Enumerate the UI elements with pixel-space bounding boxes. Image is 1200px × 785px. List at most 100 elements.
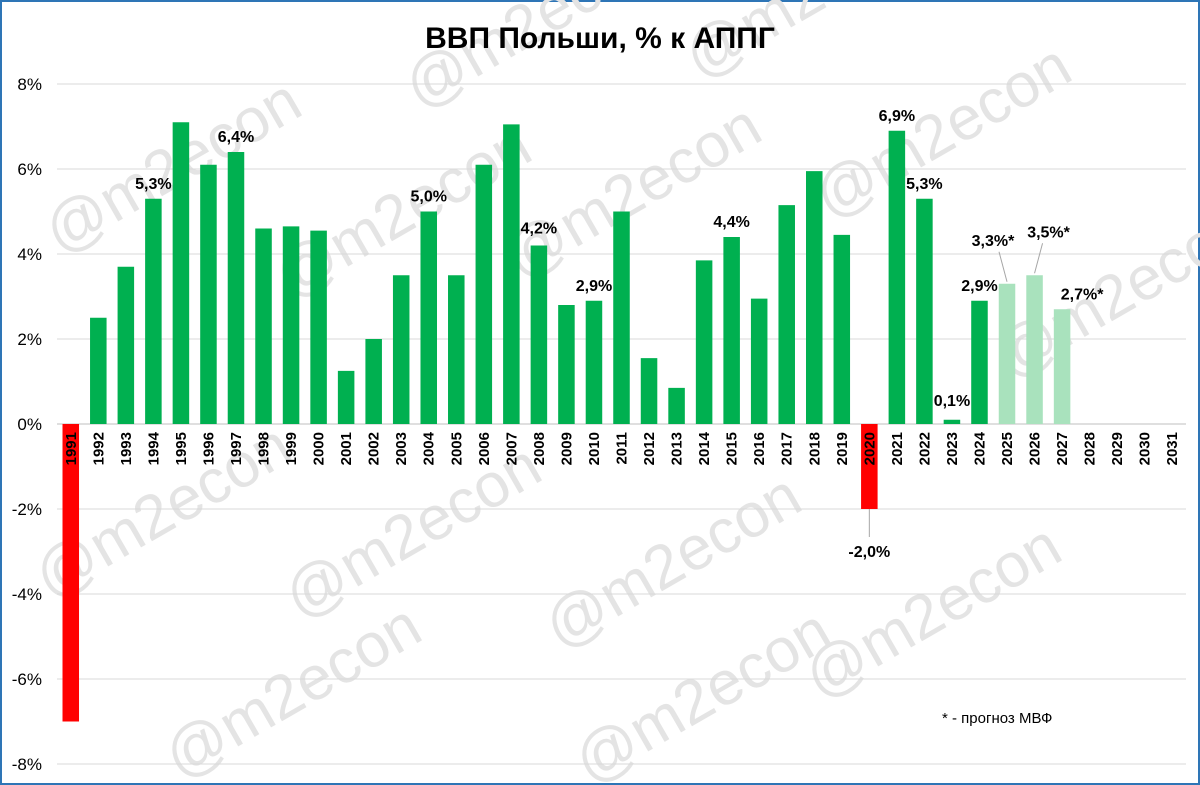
x-tick-2017: 2017	[779, 432, 796, 465]
bar-2011	[613, 211, 630, 424]
bar-2025	[998, 283, 1016, 424]
x-tick-1998: 1998	[256, 432, 273, 465]
bars	[62, 122, 1071, 722]
x-tick-2013: 2013	[669, 432, 686, 465]
bar-2004	[420, 211, 438, 424]
bar-2017	[778, 205, 795, 424]
bar-2022	[916, 198, 933, 424]
bar-2006	[475, 164, 493, 424]
data-label-2022: 5,3%	[906, 176, 942, 193]
x-tick-2022: 2022	[916, 432, 933, 465]
x-tick-2024: 2024	[971, 431, 988, 465]
bar-1991	[62, 424, 80, 722]
x-tick-1993: 1993	[118, 432, 135, 465]
chart-title: ВВП Польши, % к АППГ	[425, 22, 775, 55]
x-tick-2023: 2023	[944, 432, 961, 465]
leader-line-2026	[1034, 243, 1044, 274]
x-tick-2028: 2028	[1082, 432, 1099, 465]
bar-2019	[833, 234, 851, 424]
data-label-2025: 3,3%*	[972, 233, 1015, 250]
x-tick-2004: 2004	[421, 431, 438, 465]
bar-1992	[90, 317, 107, 424]
data-label-2008: 4,2%	[521, 221, 557, 238]
data-label-2015: 4,4%	[713, 214, 749, 231]
y-tick-label: 8%	[17, 75, 42, 94]
bar-2008	[530, 245, 548, 424]
bar-2027	[1053, 309, 1071, 424]
x-tick-2010: 2010	[586, 432, 603, 465]
data-label-1997: 6,4%	[218, 129, 254, 146]
bar-2016	[750, 298, 768, 424]
x-tick-2025: 2025	[999, 432, 1016, 465]
bar-2020	[861, 424, 878, 509]
y-tick-label: -8%	[12, 755, 42, 774]
x-tick-2014: 2014	[696, 431, 713, 465]
bar-1996	[200, 164, 217, 424]
x-tick-2011: 2011	[614, 432, 631, 465]
bar-1997	[227, 152, 245, 424]
data-label-2010: 2,9%	[576, 278, 612, 295]
x-tick-2018: 2018	[806, 432, 823, 465]
bar-2003	[392, 275, 410, 424]
x-tick-2026: 2026	[1027, 432, 1044, 465]
x-axis: 1991 1992 1993 1994 1995 1996 1997 1998 1999 2000…	[63, 431, 1181, 465]
x-tick-2003: 2003	[393, 432, 410, 465]
x-tick-2002: 2002	[366, 432, 383, 465]
x-tick-2021: 2021	[889, 432, 906, 465]
x-tick-2027: 2027	[1054, 432, 1071, 465]
leader-line-2025	[998, 251, 1008, 282]
y-tick-label: 2%	[17, 330, 42, 349]
data-label-2021: 6,9%	[879, 108, 915, 125]
bar-2010	[585, 300, 603, 424]
x-tick-2020: 2020	[861, 432, 878, 465]
bar-2005	[448, 275, 465, 424]
data-labels: 5,3% 6,4% 5,0% 4,2% 2,9% 4,4% -2,0% 6,9% 5,3% 0,1…	[135, 108, 1104, 561]
x-tick-2019: 2019	[834, 432, 851, 465]
x-tick-2031: 2031	[1164, 432, 1181, 465]
bar-2015	[723, 237, 740, 424]
y-tick-label: -4%	[12, 585, 42, 604]
x-tick-2007: 2007	[503, 432, 520, 465]
x-tick-1999: 1999	[283, 432, 300, 465]
bar-2013	[668, 387, 685, 424]
watermark-9: @m2econ	[793, 511, 1073, 713]
x-tick-2009: 2009	[558, 432, 575, 465]
bar-2026	[1026, 275, 1043, 424]
data-label-2023: 0,1%	[934, 393, 970, 410]
y-tick-label: 6%	[17, 160, 42, 179]
data-label-2026: 3,5%*	[1027, 224, 1070, 241]
x-tick-2000: 2000	[311, 432, 328, 465]
bar-2009	[558, 305, 575, 424]
y-tick-label: 4%	[17, 245, 42, 264]
x-tick-2008: 2008	[531, 432, 548, 465]
x-tick-2015: 2015	[724, 432, 741, 465]
x-tick-2001: 2001	[338, 432, 355, 465]
bar-2021	[888, 130, 906, 424]
bar-1993	[117, 266, 135, 424]
y-tick-label: -6%	[12, 670, 42, 689]
data-label-2024: 2,9%	[961, 278, 997, 295]
y-axis: 8% 6% 4% 2% 0% -2% -4% -6% -8%	[12, 75, 42, 774]
watermark-1: @m2econ	[393, 0, 673, 122]
y-tick-label: -2%	[12, 500, 42, 519]
x-tick-1997: 1997	[228, 432, 245, 465]
watermark-layer: @m2econ@m2econ@m2econ@m2econ @m2econ@m2ec…	[23, 0, 1200, 785]
bar-2002	[365, 339, 382, 424]
y-tick-label: 0%	[17, 415, 42, 434]
x-tick-1995: 1995	[173, 432, 190, 465]
bar-1994	[145, 198, 162, 424]
bar-2024	[971, 300, 988, 424]
x-tick-2005: 2005	[448, 432, 465, 465]
x-tick-2030: 2030	[1137, 432, 1154, 465]
bar-2023	[943, 419, 961, 424]
bar-2001	[337, 370, 355, 424]
x-tick-1996: 1996	[200, 432, 217, 465]
bar-1998	[255, 228, 272, 424]
bar-2000	[310, 230, 327, 424]
x-tick-1991: 1991	[63, 432, 80, 465]
x-tick-1994: 1994	[145, 431, 162, 465]
data-label-2004: 5,0%	[411, 189, 447, 206]
bar-2014	[695, 260, 713, 424]
bar-2007	[503, 124, 520, 424]
